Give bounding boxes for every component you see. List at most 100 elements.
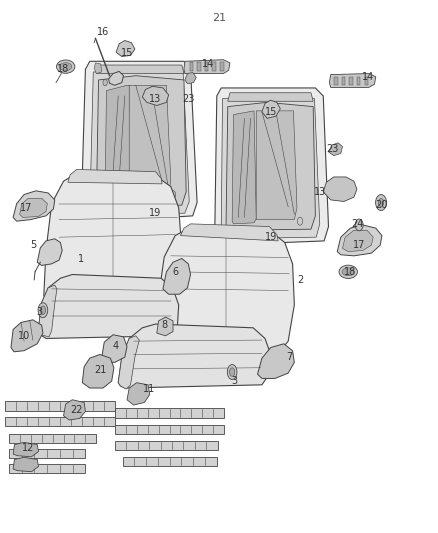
Text: 19: 19: [149, 208, 162, 218]
Text: 23: 23: [327, 144, 339, 154]
Bar: [9, 464, 85, 473]
Polygon shape: [116, 41, 135, 56]
Polygon shape: [68, 169, 162, 184]
Text: 20: 20: [375, 200, 387, 210]
Polygon shape: [157, 317, 173, 336]
Ellipse shape: [355, 219, 363, 231]
Polygon shape: [39, 285, 57, 337]
Polygon shape: [163, 259, 191, 294]
Text: 7: 7: [286, 352, 292, 362]
Text: 16: 16: [97, 27, 109, 37]
Polygon shape: [96, 76, 186, 207]
Bar: [212, 62, 216, 71]
Bar: [115, 441, 218, 450]
Text: 13: 13: [149, 94, 162, 103]
Polygon shape: [127, 383, 150, 405]
Text: 17: 17: [20, 203, 32, 213]
Polygon shape: [155, 228, 294, 353]
Text: 4: 4: [113, 342, 119, 351]
Polygon shape: [328, 143, 343, 156]
Polygon shape: [11, 320, 43, 352]
Text: 18: 18: [344, 267, 357, 277]
Text: 21: 21: [95, 366, 107, 375]
Polygon shape: [329, 74, 376, 87]
Polygon shape: [256, 111, 297, 220]
Ellipse shape: [375, 195, 387, 211]
Polygon shape: [13, 191, 55, 221]
Text: 24: 24: [351, 219, 363, 229]
Ellipse shape: [230, 368, 235, 376]
Polygon shape: [64, 400, 85, 420]
Bar: [334, 77, 338, 85]
Polygon shape: [185, 72, 196, 84]
Polygon shape: [13, 442, 39, 457]
Bar: [349, 77, 353, 85]
Bar: [365, 77, 368, 85]
Polygon shape: [82, 354, 114, 388]
Text: 15: 15: [121, 49, 133, 58]
Polygon shape: [90, 72, 189, 214]
Polygon shape: [258, 344, 294, 378]
Polygon shape: [180, 224, 278, 241]
Polygon shape: [37, 239, 62, 265]
Ellipse shape: [378, 199, 384, 207]
Polygon shape: [221, 99, 320, 239]
Ellipse shape: [40, 306, 46, 314]
Polygon shape: [44, 173, 182, 300]
Polygon shape: [39, 274, 179, 338]
Text: 6: 6: [172, 267, 178, 277]
Ellipse shape: [60, 63, 72, 70]
Ellipse shape: [339, 265, 357, 278]
Text: 8: 8: [161, 320, 167, 330]
Polygon shape: [129, 85, 171, 196]
Ellipse shape: [103, 79, 107, 86]
Text: 12: 12: [22, 443, 35, 453]
Polygon shape: [184, 60, 230, 74]
Bar: [190, 62, 193, 71]
Polygon shape: [105, 85, 131, 200]
Bar: [9, 449, 85, 458]
Polygon shape: [96, 65, 184, 74]
Bar: [197, 62, 201, 71]
Ellipse shape: [297, 217, 303, 225]
Text: 3: 3: [36, 307, 42, 317]
Text: 1: 1: [78, 254, 84, 263]
Polygon shape: [81, 61, 197, 223]
Polygon shape: [337, 225, 382, 256]
Text: 22: 22: [71, 406, 83, 415]
Polygon shape: [323, 177, 357, 201]
Polygon shape: [343, 230, 373, 252]
Bar: [342, 77, 345, 85]
Polygon shape: [109, 71, 124, 85]
Polygon shape: [102, 335, 127, 362]
Text: 14: 14: [202, 59, 214, 69]
Polygon shape: [215, 88, 328, 245]
Bar: [9, 434, 96, 443]
Bar: [115, 408, 224, 418]
Text: 18: 18: [57, 64, 70, 74]
Text: 19: 19: [265, 232, 278, 242]
Polygon shape: [118, 336, 139, 389]
Ellipse shape: [342, 268, 354, 276]
Text: 21: 21: [212, 13, 226, 23]
Polygon shape: [232, 111, 256, 224]
Bar: [5, 401, 115, 411]
Bar: [205, 62, 208, 71]
Text: 13: 13: [314, 187, 326, 197]
Polygon shape: [142, 86, 169, 106]
Ellipse shape: [170, 191, 176, 199]
Text: 3: 3: [231, 376, 237, 386]
Text: 15: 15: [265, 107, 278, 117]
Polygon shape: [226, 102, 315, 230]
Ellipse shape: [227, 365, 237, 379]
Text: 11: 11: [143, 384, 155, 394]
Ellipse shape: [38, 303, 48, 318]
Bar: [357, 77, 360, 85]
Ellipse shape: [57, 60, 75, 74]
Text: 17: 17: [353, 240, 365, 250]
Bar: [123, 457, 217, 466]
Polygon shape: [20, 198, 47, 217]
Text: 5: 5: [30, 240, 36, 250]
Bar: [115, 425, 224, 434]
Bar: [5, 417, 115, 426]
